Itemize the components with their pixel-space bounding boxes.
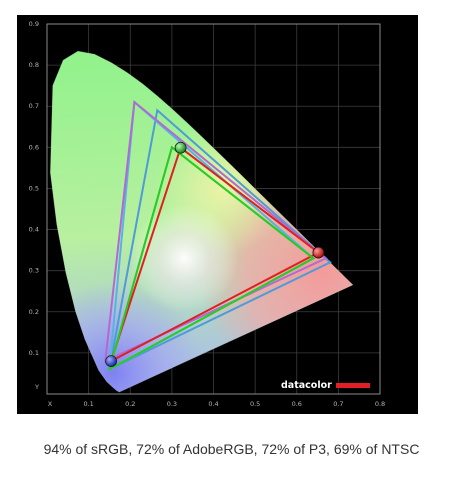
y-axis-label: Y xyxy=(34,383,39,391)
x-tick-label: 0.8 xyxy=(375,400,385,408)
x-axis-label: X xyxy=(48,400,53,408)
x-tick-label: 0.3 xyxy=(167,400,177,408)
gamut-chart: X 0.1 0.2 0.3 0.4 0.5 0.6 0.7 0.8 Y 0.1 … xyxy=(17,15,418,414)
y-tick-label: 0.5 xyxy=(29,184,39,192)
x-tick-label: 0.4 xyxy=(208,400,218,408)
brand-name: datacolor xyxy=(281,380,332,391)
y-tick-label: 0.7 xyxy=(29,102,39,110)
y-tick-label: 0.1 xyxy=(29,349,39,357)
x-tick-label: 0.1 xyxy=(83,400,93,408)
plot-frame xyxy=(46,23,381,395)
x-tick-labels: X 0.1 0.2 0.3 0.4 0.5 0.6 0.7 0.8 xyxy=(48,400,385,408)
y-tick-label: 0.8 xyxy=(29,61,39,69)
x-tick-label: 0.5 xyxy=(250,400,260,408)
gamut-triangle xyxy=(109,146,321,364)
y-tick-labels: Y 0.1 0.2 0.3 0.4 0.5 0.6 0.7 0.8 0.9 xyxy=(29,20,39,391)
y-tick-label: 0.6 xyxy=(29,143,39,151)
gamut-triangle xyxy=(104,100,328,363)
spectral-locus-fill xyxy=(50,51,353,392)
y-tick-label: 0.4 xyxy=(29,226,39,234)
brand-bar xyxy=(336,383,370,388)
y-tick-label: 0.9 xyxy=(29,20,39,28)
primary-point xyxy=(312,246,325,259)
x-tick-label: 0.7 xyxy=(333,400,343,408)
measured-primaries xyxy=(105,141,325,368)
datacolor-logo: datacolor xyxy=(281,380,370,391)
x-tick-label: 0.6 xyxy=(292,400,302,408)
gamut-triangles xyxy=(104,100,332,372)
gamut-triangle xyxy=(108,108,332,372)
chart-canvas: X 0.1 0.2 0.3 0.4 0.5 0.6 0.7 0.8 Y 0.1 … xyxy=(29,20,386,408)
gamut-coverage-caption: 94% of sRGB, 72% of AdobeRGB, 72% of P3,… xyxy=(43,441,420,457)
gamut-triangle xyxy=(107,145,316,372)
primary-point xyxy=(105,355,118,368)
primary-point xyxy=(174,141,187,154)
y-tick-label: 0.3 xyxy=(29,267,39,275)
y-tick-label: 0.2 xyxy=(29,308,39,316)
x-tick-label: 0.2 xyxy=(125,400,135,408)
